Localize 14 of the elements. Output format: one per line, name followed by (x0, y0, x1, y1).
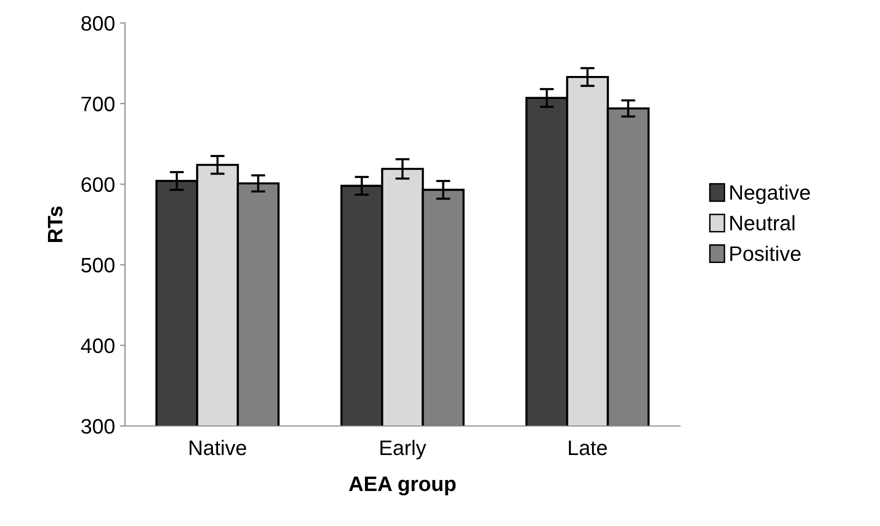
y-tick-label: 700 (82, 96, 114, 112)
y-axis-title: RTs (48, 206, 63, 242)
legend-label: Negative (730, 184, 810, 204)
x-tick-label: Late (568, 440, 607, 456)
legend-label: Neutral (730, 215, 794, 230)
y-tick-label: 300 (81, 419, 114, 434)
y-tick-label: 800 (81, 16, 114, 31)
legend-label: Positive (730, 246, 801, 262)
x-tick-label: Early (380, 440, 426, 460)
y-tick-label: 500 (81, 258, 114, 273)
x-tick-label: Native (190, 440, 246, 456)
y-tick-label: 400 (81, 338, 114, 354)
y-tick-label: 600 (82, 177, 114, 192)
x-axis-title: AEA group (349, 476, 456, 496)
